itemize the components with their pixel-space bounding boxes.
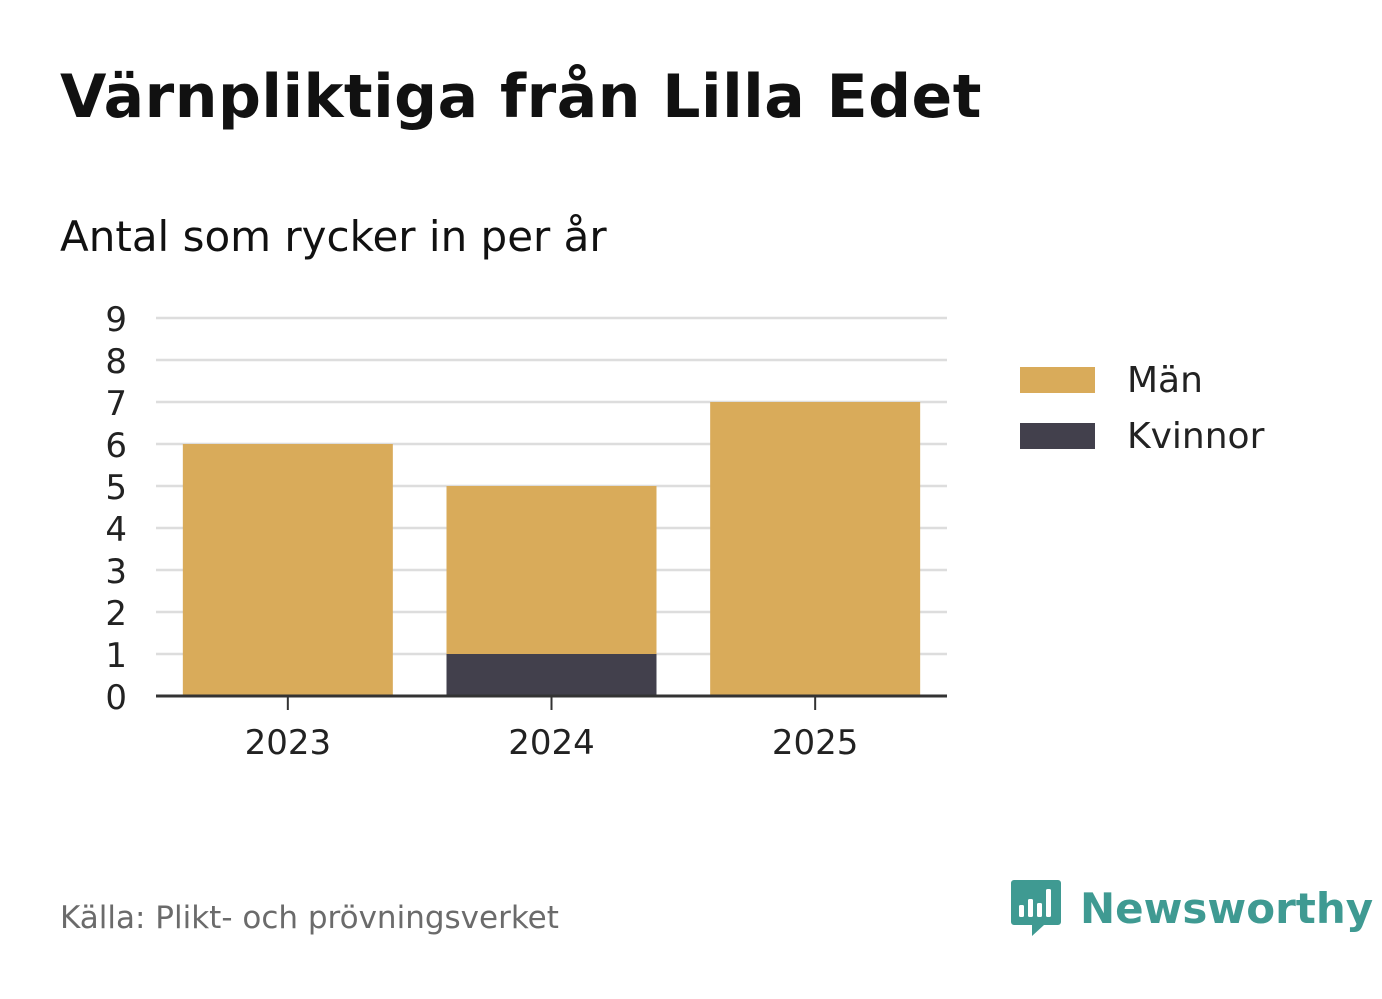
y-tick-label-1: 1	[105, 636, 127, 676]
y-tick-label-0: 0	[105, 678, 127, 718]
legend-swatch-man	[1020, 367, 1095, 393]
y-tick-label-2: 2	[105, 594, 127, 634]
legend-swatch-kvinnor	[1020, 423, 1095, 449]
bars	[182, 402, 921, 696]
y-tick-label-9: 9	[105, 300, 127, 340]
chart-subtitle: Antal som rycker in per år	[60, 212, 607, 261]
legend: Män Kvinnor	[1020, 352, 1264, 464]
bar-2024-kvinnor	[446, 654, 657, 696]
legend-label-kvinnor: Kvinnor	[1127, 415, 1265, 457]
x-tick-label-2025: 2025	[772, 723, 859, 763]
brand-name: Newsworthy	[1080, 883, 1374, 933]
y-tick-label-5: 5	[105, 468, 127, 508]
legend-label-man: Män	[1127, 359, 1203, 401]
brand-logo[interactable]: Newsworthy	[1010, 878, 1373, 938]
source-note: Källa: Plikt- och prövningsverket	[60, 900, 559, 936]
x-tick-label-2024: 2024	[508, 723, 595, 763]
y-tick-label-4: 4	[105, 510, 127, 550]
bar-2023-m-n	[182, 444, 393, 696]
chart-title: Värnpliktiga från Lilla Edet	[60, 62, 982, 132]
bar-2024-m-n	[446, 486, 657, 654]
y-tick-label-3: 3	[105, 552, 127, 592]
y-tick-label-8: 8	[105, 342, 127, 382]
y-tick-label-7: 7	[105, 384, 127, 424]
legend-item-kvinnor: Kvinnor	[1020, 408, 1264, 464]
x-tick-label-2023: 2023	[245, 723, 332, 763]
bar-2025-m-n	[710, 402, 921, 696]
newsworthy-logo-icon	[1011, 880, 1061, 936]
y-tick-label-6: 6	[105, 426, 127, 466]
legend-item-man: Män	[1020, 352, 1264, 408]
